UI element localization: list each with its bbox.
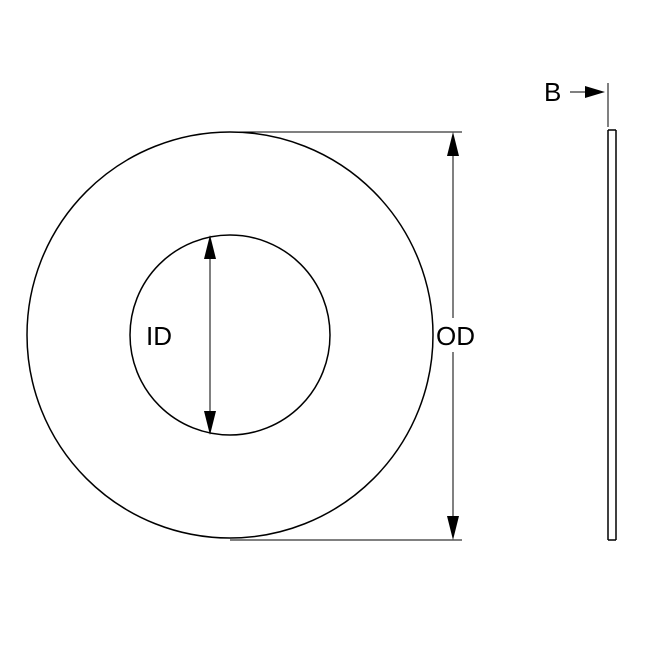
washer-outer-circle — [27, 132, 433, 538]
od-label: OD — [436, 321, 475, 351]
b-label: B — [544, 77, 561, 107]
side-view — [608, 130, 616, 540]
id-label: ID — [146, 321, 172, 351]
od-arrow-top — [447, 132, 459, 156]
b-arrow — [585, 86, 605, 98]
od-arrow-bottom — [447, 516, 459, 540]
